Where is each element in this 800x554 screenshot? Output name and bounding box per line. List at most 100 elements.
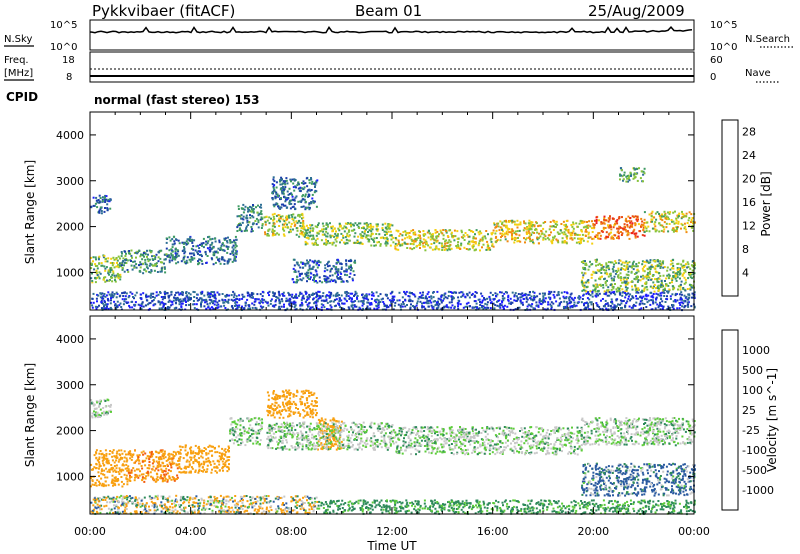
data-cell <box>399 232 402 235</box>
data-cell <box>435 302 438 305</box>
data-cell <box>440 242 443 245</box>
data-cell <box>613 224 616 227</box>
data-cell <box>688 294 691 297</box>
data-cell <box>633 273 636 275</box>
data-cell <box>387 305 390 308</box>
data-cell <box>519 240 522 243</box>
data-cell <box>589 260 591 263</box>
data-cell <box>473 237 476 240</box>
data-cell <box>611 235 614 238</box>
data-cell <box>98 277 101 280</box>
data-cell <box>309 268 312 271</box>
data-cell <box>664 289 666 291</box>
data-cell <box>456 230 459 233</box>
data-cell <box>379 293 382 296</box>
data-cell <box>688 283 691 286</box>
data-cell <box>474 233 476 236</box>
data-cell <box>634 176 637 179</box>
data-cell <box>654 228 657 231</box>
data-cell <box>121 252 123 255</box>
data-cell <box>206 242 209 245</box>
data-cell <box>300 206 303 208</box>
data-cell <box>337 268 340 271</box>
data-cell <box>140 303 143 305</box>
data-cell <box>172 235 175 238</box>
data-cell <box>368 302 371 305</box>
data-cell <box>479 249 481 252</box>
data-cell <box>654 287 657 290</box>
data-cell <box>641 234 644 237</box>
data-cell <box>155 262 158 265</box>
data-cell <box>654 230 657 233</box>
data-cell <box>652 259 655 262</box>
data-cell <box>607 217 610 220</box>
data-cell <box>249 295 252 298</box>
data-cell <box>241 297 244 300</box>
data-cell <box>269 302 272 305</box>
y-tick-label: 3000 <box>56 175 84 188</box>
data-cell <box>287 291 290 294</box>
data-cell <box>175 297 178 300</box>
data-cell <box>150 263 153 266</box>
data-cell <box>103 265 106 268</box>
data-cell <box>357 225 360 228</box>
data-cell <box>633 172 636 175</box>
data-cell <box>401 238 404 241</box>
data-cell <box>593 219 596 222</box>
data-cell <box>400 303 403 306</box>
data-cell <box>627 274 630 277</box>
data-cell <box>311 197 314 200</box>
data-cell <box>234 243 237 246</box>
data-cell <box>566 303 569 305</box>
data-cell <box>107 484 110 487</box>
data-cell <box>513 236 516 239</box>
data-cell <box>296 184 299 187</box>
data-cell <box>617 262 620 265</box>
data-cell <box>320 306 323 309</box>
data-cell <box>561 237 564 240</box>
data-cell <box>514 223 516 226</box>
data-cell <box>282 192 285 195</box>
data-cell <box>445 230 448 232</box>
data-cell <box>579 296 582 299</box>
data-cell <box>112 470 115 473</box>
data-cell <box>226 260 229 263</box>
data-cell <box>329 236 332 239</box>
data-cell <box>615 220 618 223</box>
data-cell <box>93 413 96 416</box>
data-cell <box>174 298 177 301</box>
data-cell <box>682 302 685 305</box>
data-cell <box>436 303 439 306</box>
data-cell <box>446 242 449 244</box>
data-cell <box>434 231 437 234</box>
data-cell <box>528 304 531 307</box>
data-cell <box>189 293 192 296</box>
data-cell <box>648 266 651 269</box>
data-cell <box>533 291 536 294</box>
data-cell <box>667 276 670 279</box>
data-cell <box>343 270 346 273</box>
data-cell <box>101 459 104 462</box>
data-cell <box>367 301 370 304</box>
data-cell <box>366 223 369 226</box>
data-cell <box>186 238 189 241</box>
data-cell <box>446 235 449 237</box>
data-cell <box>414 240 417 243</box>
data-cell <box>658 277 661 280</box>
data-cell <box>144 261 147 264</box>
data-cell <box>489 299 492 302</box>
data-cell <box>365 235 368 238</box>
data-cell <box>252 210 255 213</box>
data-cell <box>347 230 350 233</box>
data-cell <box>595 260 598 263</box>
data-cell <box>581 237 584 240</box>
data-cell <box>645 277 648 280</box>
data-cell <box>684 278 687 281</box>
data-cell <box>409 242 412 245</box>
data-cell <box>235 238 238 241</box>
data-cell <box>272 203 275 206</box>
data-cell <box>583 284 586 287</box>
data-cell <box>625 260 628 263</box>
data-cell <box>104 260 107 263</box>
data-cell <box>319 230 322 233</box>
